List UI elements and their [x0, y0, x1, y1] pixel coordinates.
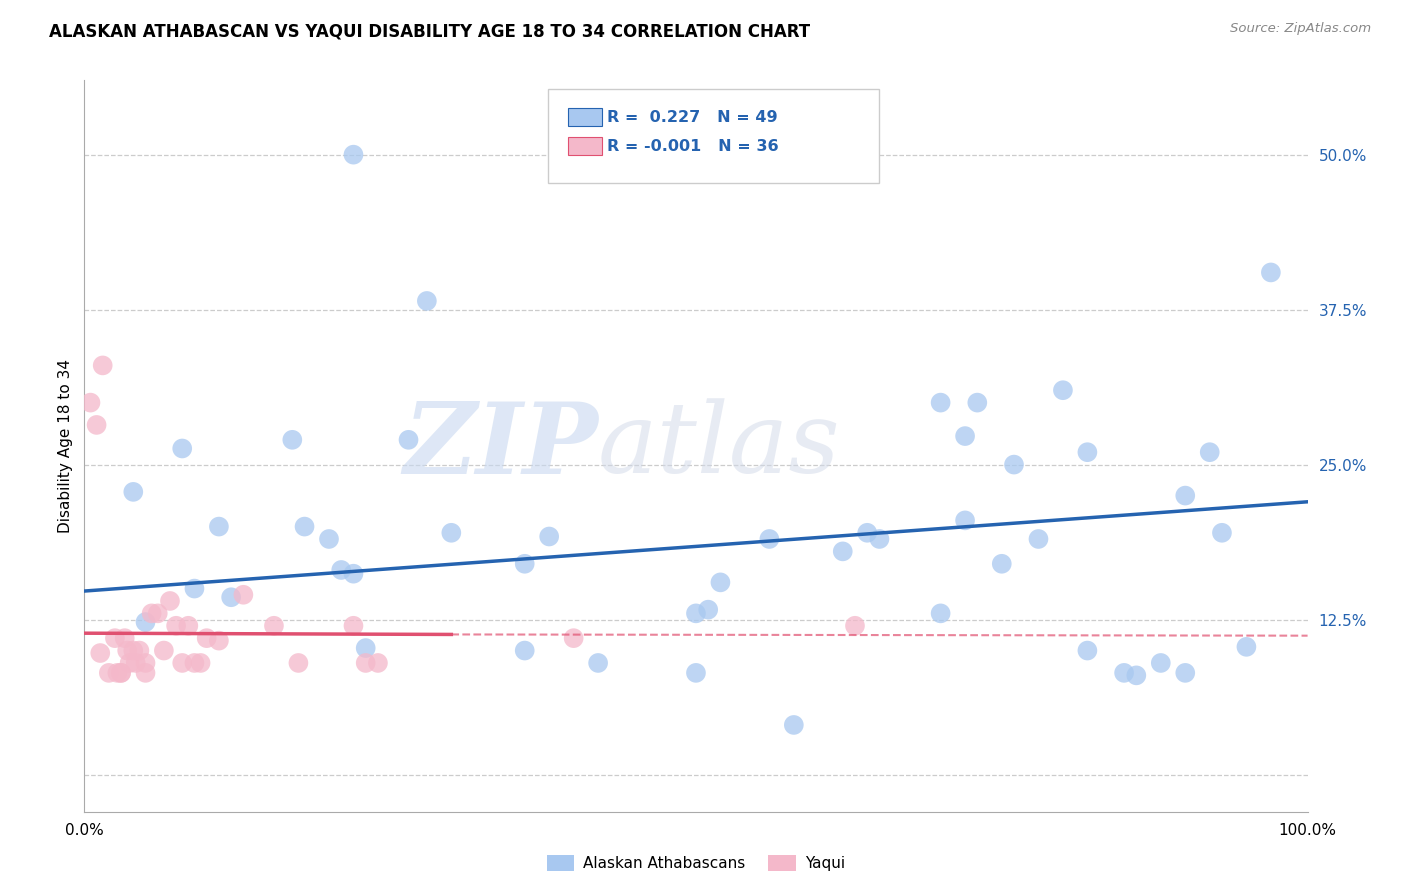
Point	[513, 557, 536, 571]
Point	[190, 656, 212, 670]
Point	[1198, 445, 1220, 459]
Point	[125, 656, 148, 670]
Point	[929, 607, 952, 621]
Point	[232, 588, 254, 602]
Point	[1150, 656, 1173, 670]
Point	[118, 656, 141, 670]
Point	[128, 643, 150, 657]
Point	[122, 643, 145, 657]
Point	[287, 656, 309, 670]
Point	[1236, 640, 1258, 654]
Point	[953, 429, 976, 443]
Point	[1260, 265, 1282, 279]
Point	[1125, 668, 1147, 682]
Point	[783, 718, 806, 732]
Point	[966, 395, 988, 409]
Point	[110, 665, 132, 680]
Point	[97, 665, 120, 680]
Point	[869, 532, 891, 546]
Text: Source: ZipAtlas.com: Source: ZipAtlas.com	[1230, 22, 1371, 36]
Text: atlas: atlas	[598, 399, 841, 493]
Point	[135, 656, 157, 670]
Point	[281, 433, 304, 447]
Point	[685, 607, 707, 621]
Point	[89, 646, 111, 660]
Point	[115, 643, 138, 657]
Point	[177, 619, 200, 633]
Point	[172, 656, 194, 670]
Point	[1174, 489, 1197, 503]
Point	[135, 665, 157, 680]
Point	[538, 529, 561, 543]
Point	[929, 395, 952, 409]
Point	[1052, 383, 1074, 397]
Point	[110, 665, 132, 680]
Text: R = -0.001   N = 36: R = -0.001 N = 36	[607, 139, 779, 154]
Point	[318, 532, 340, 546]
Point	[159, 594, 181, 608]
Point	[342, 566, 364, 581]
Point	[263, 619, 285, 633]
Text: ZIP: ZIP	[404, 398, 598, 494]
Point	[1002, 458, 1025, 472]
Point	[440, 525, 463, 540]
Point	[195, 631, 218, 645]
Point	[856, 525, 879, 540]
Point	[1114, 665, 1136, 680]
Point	[122, 484, 145, 499]
Point	[208, 633, 231, 648]
Legend: Alaskan Athabascans, Yaqui: Alaskan Athabascans, Yaqui	[540, 849, 852, 877]
Y-axis label: Disability Age 18 to 34: Disability Age 18 to 34	[58, 359, 73, 533]
Point	[208, 519, 231, 533]
Point	[165, 619, 187, 633]
Point	[342, 147, 364, 161]
Point	[1174, 665, 1197, 680]
Point	[831, 544, 853, 558]
Point	[114, 631, 136, 645]
Point	[141, 607, 163, 621]
Point	[562, 631, 585, 645]
Point	[294, 519, 316, 533]
Point	[709, 575, 731, 590]
Point	[953, 513, 976, 527]
Point	[416, 293, 439, 308]
Point	[398, 433, 420, 447]
Point	[86, 417, 108, 432]
Text: R =  0.227   N = 49: R = 0.227 N = 49	[607, 110, 778, 125]
Point	[758, 532, 780, 546]
Point	[219, 591, 242, 605]
Text: ALASKAN ATHABASCAN VS YAQUI DISABILITY AGE 18 TO 34 CORRELATION CHART: ALASKAN ATHABASCAN VS YAQUI DISABILITY A…	[49, 22, 810, 40]
Point	[685, 665, 707, 680]
Point	[104, 631, 127, 645]
Point	[354, 641, 377, 656]
Point	[183, 582, 205, 596]
Point	[330, 563, 353, 577]
Point	[991, 557, 1014, 571]
Point	[153, 643, 176, 657]
Point	[172, 442, 194, 456]
Point	[1076, 445, 1098, 459]
Point	[697, 602, 720, 616]
Point	[1076, 643, 1098, 657]
Point	[79, 395, 101, 409]
Point	[354, 656, 377, 670]
Point	[1028, 532, 1050, 546]
Point	[1211, 525, 1233, 540]
Point	[367, 656, 389, 670]
Point	[342, 619, 364, 633]
Point	[513, 643, 536, 657]
Point	[844, 619, 866, 633]
Point	[183, 656, 205, 670]
Point	[91, 359, 114, 373]
Point	[135, 615, 157, 629]
Point	[586, 656, 609, 670]
Point	[146, 607, 169, 621]
Point	[105, 665, 128, 680]
